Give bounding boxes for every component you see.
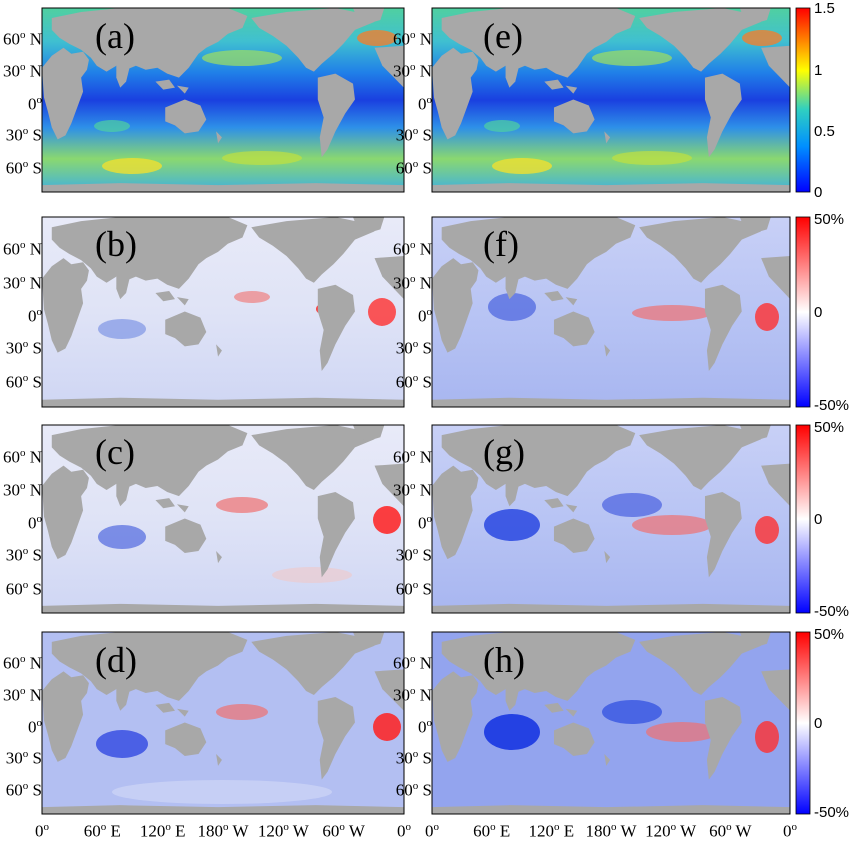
latitude-label: 0o xyxy=(418,93,432,114)
colorbar-tick-label: -50% xyxy=(814,804,850,821)
latitude-label: 30o S xyxy=(5,544,42,565)
longitude-label: 180o W xyxy=(197,821,249,841)
colorbar-tick-label: 0 xyxy=(814,184,823,201)
latitude-label: 0o xyxy=(28,305,42,326)
latitude-label: 30o S xyxy=(5,747,42,768)
panel-d xyxy=(41,631,405,815)
panel-b xyxy=(41,216,405,408)
colorbar-tick-label: -50% xyxy=(814,397,850,414)
latitude-label: 0o xyxy=(28,512,42,533)
longitude-label: 120o E xyxy=(528,821,575,841)
latitude-label: 60o N xyxy=(2,29,42,49)
latitude-label: 30o S xyxy=(395,124,432,145)
latitude-label: 60o N xyxy=(392,239,432,259)
latitude-label: 0o xyxy=(418,305,432,326)
colorbar-tick-label: 0 xyxy=(814,511,823,528)
longitude-label: 60o E xyxy=(473,821,511,841)
latitude-label: 30o N xyxy=(2,684,42,705)
latitude-label: 30o N xyxy=(2,61,42,82)
colorbar-percent-3 xyxy=(795,631,811,815)
colorbar-tick-label: 0.5 xyxy=(814,123,835,140)
panel-letter-f: (f) xyxy=(483,224,519,264)
longitude-label: 120o E xyxy=(139,821,186,841)
latitude-label: 30o S xyxy=(5,338,42,358)
latitude-label: 30o S xyxy=(5,124,42,145)
panel-a xyxy=(41,7,405,193)
panel-letter-e: (e) xyxy=(483,16,523,56)
longitude-label: 0o xyxy=(35,821,49,841)
panel-g xyxy=(431,424,791,614)
panel-h xyxy=(431,631,791,815)
colorbar-tick-label: 50% xyxy=(814,211,845,228)
latitude-label: 60o N xyxy=(392,29,432,49)
panel-letter-a: (a) xyxy=(95,16,135,56)
panel-letter-b: (b) xyxy=(95,224,137,264)
colorbar-tick-label: 0 xyxy=(814,304,823,321)
colorbar-tick-label: -50% xyxy=(814,603,850,620)
latitude-label: 60o S xyxy=(5,578,42,599)
latitude-label: 0o xyxy=(28,93,42,114)
panel-letter-h: (h) xyxy=(483,640,525,680)
panel-c xyxy=(41,424,405,614)
latitude-label: 0o xyxy=(418,512,432,533)
colorbar-tick-label: 1 xyxy=(814,62,823,79)
latitude-label: 60o S xyxy=(395,158,432,178)
longitude-label: 60o E xyxy=(83,821,121,841)
latitude-label: 60o S xyxy=(5,372,42,392)
latitude-label: 30o N xyxy=(2,272,42,293)
colorbar-magnitude xyxy=(795,7,811,193)
latitude-label: 0o xyxy=(418,716,432,737)
latitude-label: 0o xyxy=(28,716,42,737)
panel-letter-g: (g) xyxy=(483,432,525,472)
colorbar-tick-label: 50% xyxy=(814,419,845,436)
latitude-label: 60o N xyxy=(392,652,432,673)
longitude-label: 60o W xyxy=(322,821,365,841)
latitude-label: 30o N xyxy=(2,479,42,500)
latitude-label: 60o S xyxy=(395,578,432,599)
latitude-label: 60o S xyxy=(395,780,432,800)
panel-letter-c: (c) xyxy=(95,432,135,472)
latitude-label: 60o N xyxy=(392,446,432,467)
latitude-label: 60o N xyxy=(2,652,42,673)
latitude-label: 60o S xyxy=(5,780,42,800)
colorbar-tick-label: 50% xyxy=(814,626,845,643)
colorbar-percent-1 xyxy=(795,216,811,408)
latitude-label: 60o S xyxy=(395,372,432,392)
longitude-label: 0o xyxy=(397,821,411,841)
panel-f xyxy=(431,216,791,408)
longitude-label: 120o W xyxy=(257,821,309,841)
longitude-label: 180o W xyxy=(585,821,637,841)
latitude-label: 30o N xyxy=(392,479,432,500)
latitude-label: 30o N xyxy=(392,684,432,705)
panel-letter-d: (d) xyxy=(95,640,137,680)
longitude-label: 0o xyxy=(783,821,797,841)
longitude-label: 0o xyxy=(425,821,439,841)
latitude-label: 30o S xyxy=(395,338,432,358)
latitude-label: 30o N xyxy=(392,272,432,293)
latitude-label: 30o S xyxy=(395,544,432,565)
longitude-label: 120o W xyxy=(645,821,697,841)
latitude-label: 60o N xyxy=(2,239,42,259)
longitude-label: 60o W xyxy=(709,821,752,841)
colorbar-tick-label: 0 xyxy=(814,715,823,732)
latitude-label: 30o N xyxy=(392,61,432,82)
latitude-label: 60o S xyxy=(5,158,42,178)
latitude-label: 60o N xyxy=(2,446,42,467)
panel-e xyxy=(431,7,791,193)
colorbar-percent-2 xyxy=(795,424,811,614)
colorbar-tick-label: 1.5 xyxy=(814,0,835,17)
latitude-label: 30o S xyxy=(395,747,432,768)
